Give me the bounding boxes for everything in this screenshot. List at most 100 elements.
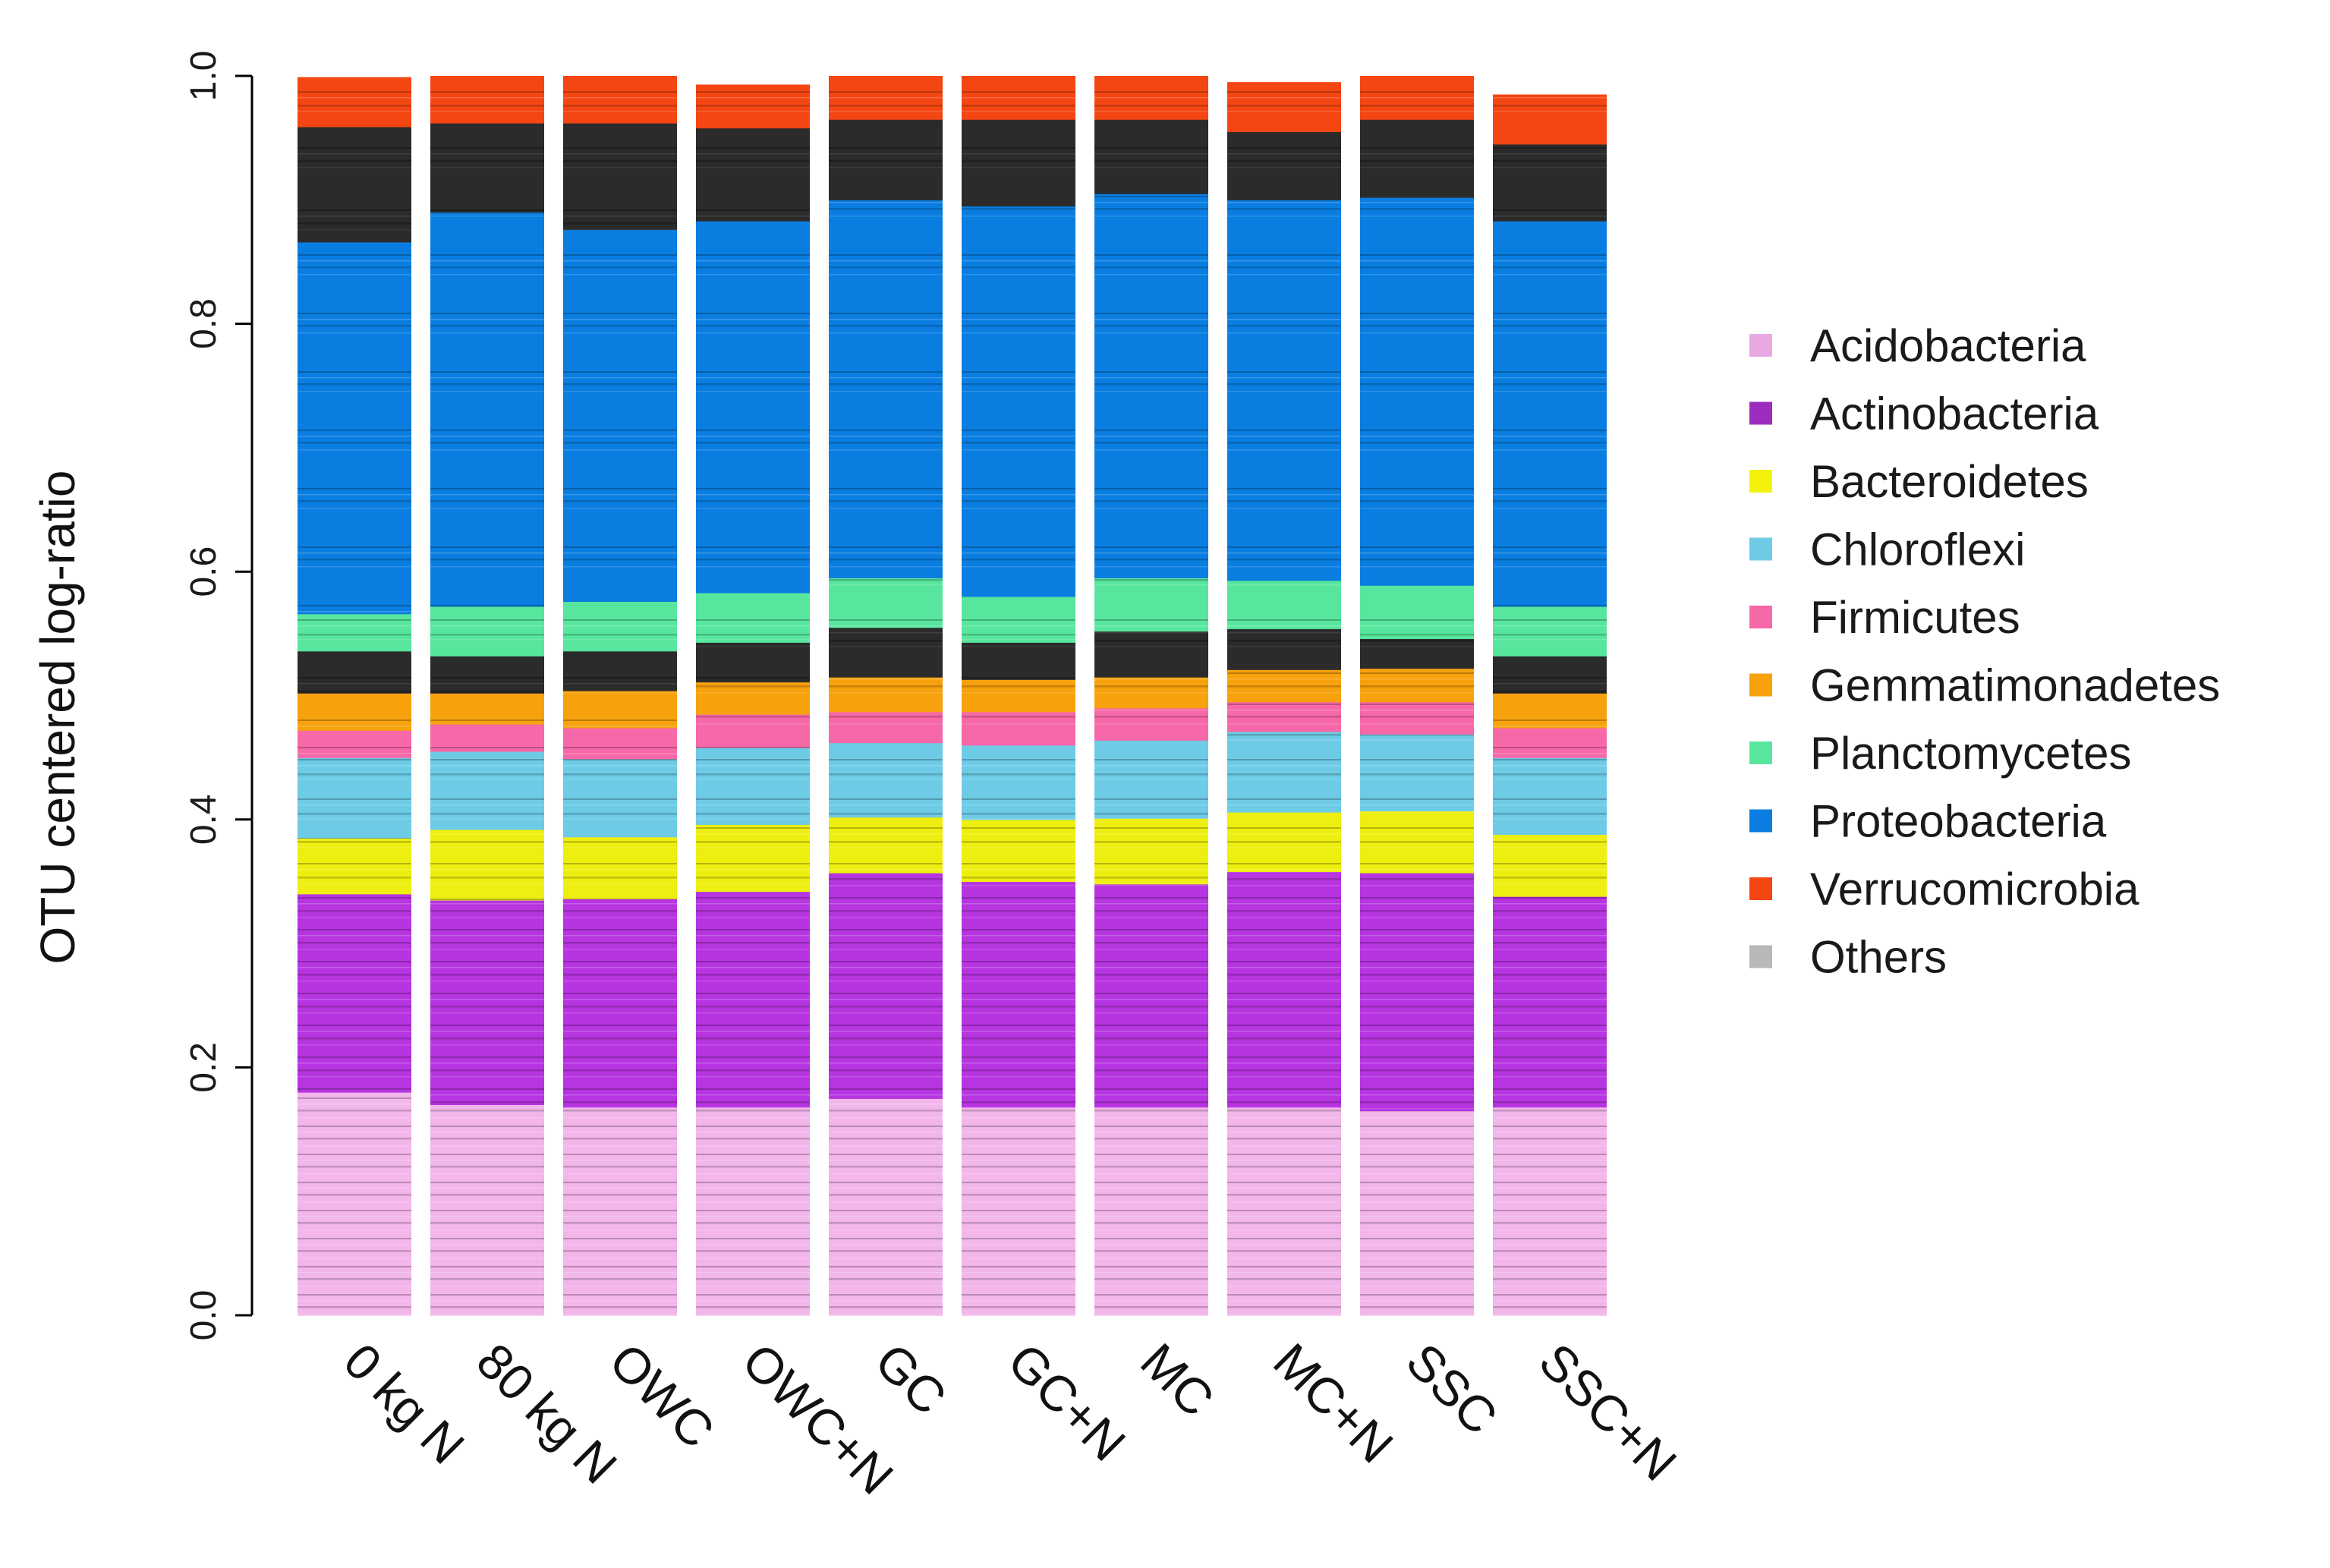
bar-segment bbox=[829, 200, 943, 578]
bar-segment bbox=[1360, 76, 1474, 120]
bar-segment bbox=[696, 682, 810, 715]
bar-segment bbox=[430, 606, 544, 656]
bar-segment bbox=[1493, 693, 1607, 729]
legend-swatch bbox=[1749, 606, 1772, 628]
bar-segment bbox=[563, 1107, 677, 1316]
bar-segment bbox=[1094, 740, 1208, 819]
legend-item: Proteobacteria bbox=[1749, 796, 2107, 847]
bar-segment bbox=[962, 745, 1075, 820]
bar-segment bbox=[696, 713, 810, 748]
legend-item: Planctomycetes bbox=[1749, 728, 2132, 779]
bar-segment bbox=[298, 730, 411, 758]
legend-label: Actinobacteria bbox=[1810, 389, 2099, 439]
bar-segment bbox=[1227, 628, 1341, 670]
bar-segment bbox=[1094, 631, 1208, 678]
bar-segment bbox=[1227, 731, 1341, 813]
bar-segment bbox=[1094, 707, 1208, 741]
bar-segment bbox=[1360, 668, 1474, 703]
bar-segment bbox=[829, 76, 943, 120]
bar-segment bbox=[1360, 197, 1474, 586]
bar-segment bbox=[1094, 119, 1208, 194]
x-category-label: MC+N bbox=[1263, 1333, 1404, 1474]
bar-segment bbox=[1094, 818, 1208, 885]
bar-segment bbox=[1493, 656, 1607, 694]
bar-segment bbox=[829, 873, 943, 1099]
bar-segment bbox=[696, 592, 810, 643]
bar-group bbox=[430, 76, 544, 1316]
bar-segment bbox=[298, 613, 411, 652]
legend-item: Acidobacteria bbox=[1749, 320, 2086, 371]
y-tick-label: 0.0 bbox=[184, 1290, 224, 1341]
bar-segment bbox=[962, 76, 1075, 120]
x-category-label: GC+N bbox=[997, 1333, 1136, 1472]
legend-item: Bacteroidetes bbox=[1749, 456, 2089, 507]
legend-label: Chloroflexi bbox=[1810, 524, 2025, 575]
bar-segment bbox=[962, 642, 1075, 680]
bar-segment bbox=[1493, 94, 1607, 145]
legend-swatch bbox=[1749, 877, 1772, 900]
y-tick-label: 0.6 bbox=[184, 546, 224, 597]
bar-segment bbox=[1227, 82, 1341, 133]
bar-segment bbox=[563, 690, 677, 729]
x-category-label: SSC bbox=[1396, 1333, 1508, 1445]
bar-segment bbox=[1094, 677, 1208, 709]
bar-group bbox=[829, 76, 943, 1316]
x-category-label: 0 kg N bbox=[333, 1333, 475, 1475]
bar-group bbox=[563, 76, 677, 1316]
bar-segment bbox=[563, 899, 677, 1108]
bar-segment bbox=[1227, 1107, 1341, 1316]
bar-segment bbox=[1360, 119, 1474, 198]
bar-segment bbox=[962, 881, 1075, 1108]
bar-segment bbox=[563, 758, 677, 838]
bar-segment bbox=[430, 899, 544, 1105]
bar-segment bbox=[430, 751, 544, 830]
bar-segment bbox=[696, 824, 810, 893]
bar-segment bbox=[430, 1104, 544, 1316]
bar-segment bbox=[298, 77, 411, 128]
legend-swatch bbox=[1749, 334, 1772, 357]
bar-segment bbox=[829, 742, 943, 818]
bar-segment bbox=[430, 693, 544, 725]
legend-label: Planctomycetes bbox=[1810, 728, 2132, 779]
bar-group bbox=[1493, 94, 1607, 1316]
legend-swatch bbox=[1749, 945, 1772, 968]
bar-segment bbox=[1493, 606, 1607, 656]
bar-segment bbox=[696, 642, 810, 683]
bar-segment bbox=[1493, 1107, 1607, 1316]
bar-segment bbox=[1094, 76, 1208, 120]
bar-segment bbox=[1360, 638, 1474, 669]
bar-segment bbox=[298, 126, 411, 243]
bar-segment bbox=[829, 1098, 943, 1316]
bar-segment bbox=[962, 711, 1075, 746]
bar-segment bbox=[1493, 221, 1607, 607]
x-category-label: GC bbox=[864, 1333, 957, 1425]
legend-item: Actinobacteria bbox=[1749, 389, 2099, 439]
y-axis-title: OTU centered log-ratio bbox=[30, 471, 85, 965]
bar-segment bbox=[696, 891, 810, 1108]
legend-label: Proteobacteria bbox=[1810, 796, 2107, 847]
bar-segment bbox=[298, 1092, 411, 1316]
bar-segment bbox=[962, 206, 1075, 597]
legend-item: Chloroflexi bbox=[1749, 524, 2025, 575]
bar-segment bbox=[962, 1107, 1075, 1316]
legend-label: Firmicutes bbox=[1810, 592, 2020, 643]
bar-segment bbox=[1094, 883, 1208, 1108]
legend-label: Gemmatimonadetes bbox=[1810, 660, 2220, 711]
bar-segment bbox=[1493, 896, 1607, 1108]
bar-segment bbox=[298, 838, 411, 895]
bar-segment bbox=[1227, 812, 1341, 872]
bar-segment bbox=[829, 817, 943, 874]
bar-segment bbox=[1227, 871, 1341, 1108]
legend-label: Others bbox=[1810, 932, 1947, 983]
bar-segment bbox=[962, 119, 1075, 207]
bar-segment bbox=[1227, 131, 1341, 200]
bar-group bbox=[1360, 76, 1474, 1316]
legend-item: Gemmatimonadetes bbox=[1749, 660, 2220, 711]
bar-segment bbox=[1493, 757, 1607, 835]
legend-swatch bbox=[1749, 401, 1772, 425]
legend-swatch bbox=[1749, 673, 1772, 697]
y-axis: 0.0 0.2 0.4 0.6 0.8 1.0 bbox=[184, 51, 253, 1341]
bar-segment bbox=[1493, 727, 1607, 758]
